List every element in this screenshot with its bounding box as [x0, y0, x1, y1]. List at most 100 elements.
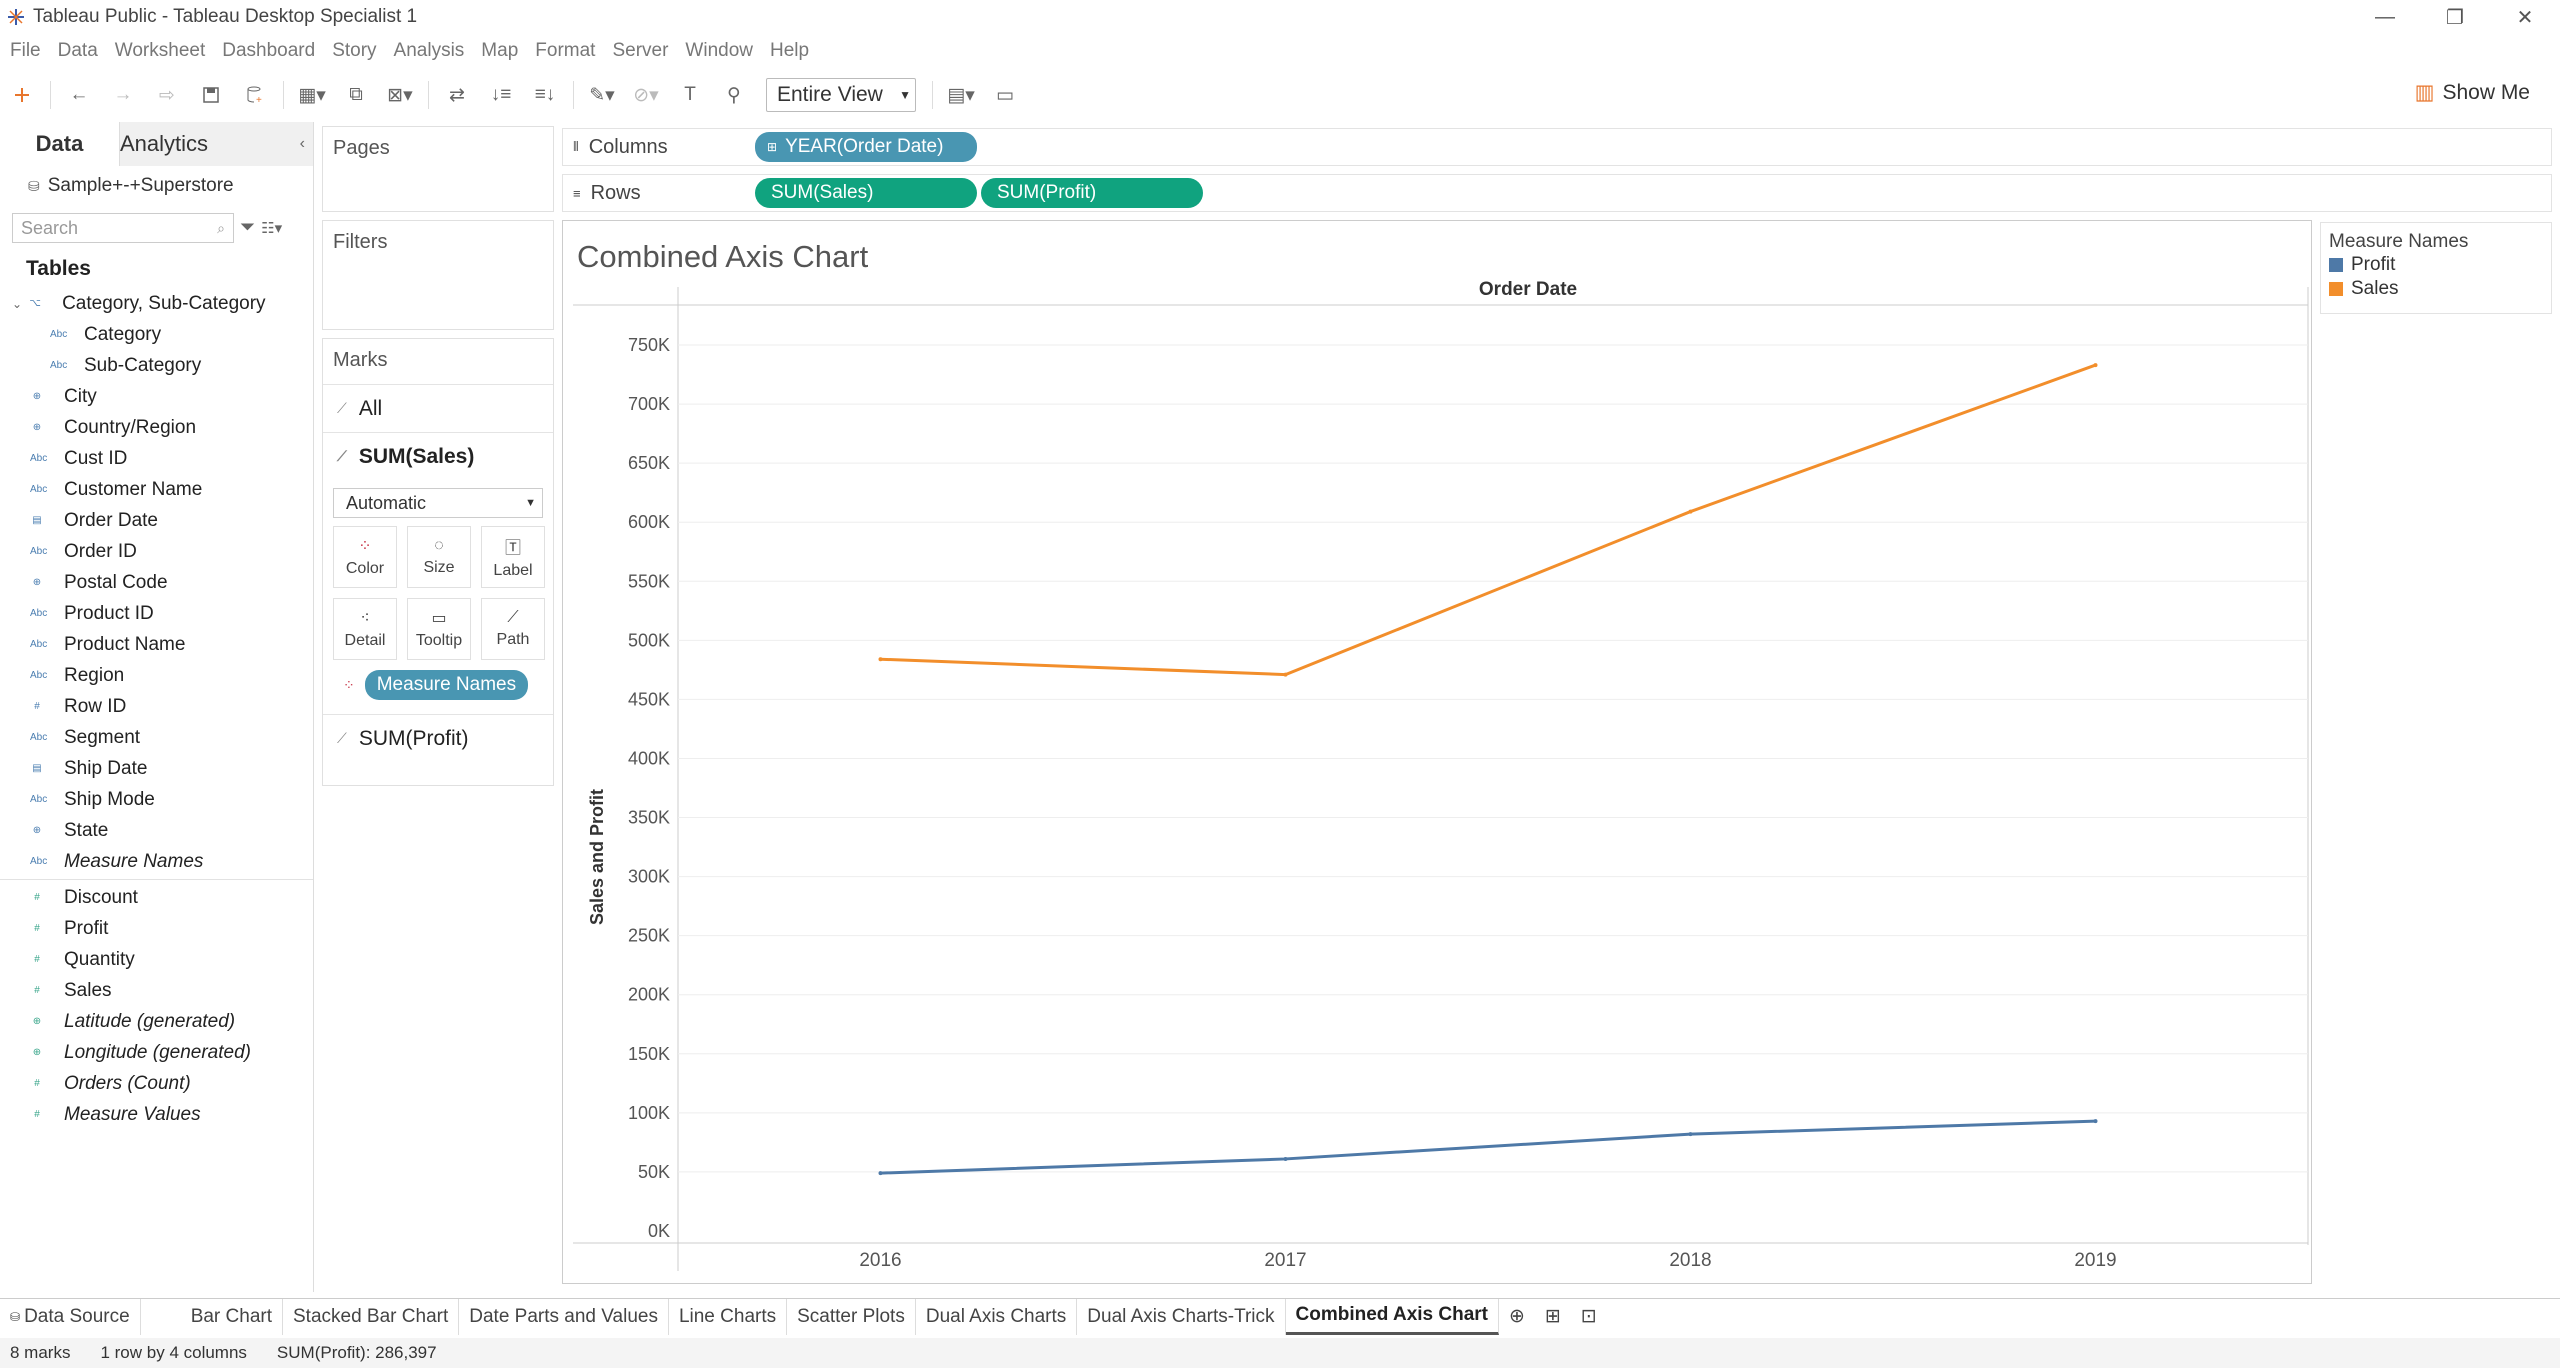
labels-icon[interactable]: T [684, 84, 696, 105]
presentation-mode-icon[interactable]: ▭ [996, 84, 1014, 106]
tab-sheet[interactable]: Stacked Bar Chart [283, 1298, 460, 1335]
undo-icon[interactable]: ← [69, 84, 89, 105]
field-item[interactable]: # Measure Values [0, 1099, 313, 1130]
new-worksheet-icon[interactable]: ▦▾ [298, 84, 326, 106]
menu-window[interactable]: Window [685, 40, 753, 61]
clear-sheet-icon[interactable]: ⊠▾ [387, 84, 413, 106]
marks-profit-row[interactable]: ⟋ SUM(Profit) [323, 714, 553, 762]
show-cards-icon[interactable]: ▤▾ [947, 84, 975, 106]
chevron-down-icon[interactable]: ⌄ [12, 296, 23, 311]
path-button[interactable]: ⟋ Path [481, 598, 545, 660]
filters-card[interactable]: Filters [322, 220, 554, 330]
detail-button[interactable]: ⁖ Detail [333, 598, 397, 660]
rows-shelf[interactable]: ≡ Rows SUM(Sales) SUM(Profit) [562, 174, 2552, 212]
new-dashboard-tab-icon[interactable]: ⊞ [1544, 1306, 1561, 1327]
menu-story[interactable]: Story [332, 40, 377, 61]
color-button[interactable]: ⁘ Color [333, 526, 397, 588]
add-datasource-icon[interactable]: + [233, 75, 277, 115]
save-icon[interactable] [189, 75, 233, 115]
new-worksheet-tab-icon[interactable]: ⊕ [1509, 1306, 1525, 1327]
field-item[interactable]: ⊕ City [0, 381, 313, 412]
field-item[interactable]: # Sales [0, 975, 313, 1006]
field-item[interactable]: Abc Category [0, 319, 313, 350]
tab-sheet[interactable]: Dual Axis Charts-Trick [1077, 1298, 1286, 1335]
menu-worksheet[interactable]: Worksheet [114, 40, 206, 61]
tableau-home-icon[interactable] [0, 75, 44, 115]
field-item[interactable]: ⊕ Longitude (generated) [0, 1037, 313, 1068]
redo-icon[interactable]: → [113, 84, 133, 105]
duplicate-sheet-icon[interactable]: ⧉ [349, 84, 363, 105]
fit-view-select[interactable]: Entire View ▼ [766, 78, 916, 112]
highlight-icon[interactable]: ✎▾ [589, 84, 615, 106]
menu-format[interactable]: Format [535, 40, 596, 61]
field-item[interactable]: Abc Product ID [0, 598, 313, 629]
search-field[interactable]: Search ⌕ [12, 213, 234, 243]
collapse-pane-icon[interactable]: ‹ [299, 135, 305, 152]
restore-button[interactable]: ❐ [2446, 6, 2464, 29]
pages-card[interactable]: Pages [322, 126, 554, 212]
field-item[interactable]: ⊕ Postal Code [0, 567, 313, 598]
show-me-button[interactable]: ▥ Show Me [2415, 80, 2530, 105]
tab-analytics[interactable]: Analytics ‹ [120, 122, 313, 166]
field-item[interactable]: Abc Region [0, 660, 313, 691]
tab-sheet[interactable]: Date Parts and Values [459, 1298, 669, 1335]
field-item[interactable]: Abc Product Name [0, 629, 313, 660]
field-item[interactable]: Abc Customer Name [0, 474, 313, 505]
tab-data-source[interactable]: ⛁ Data Source [0, 1298, 141, 1335]
group-icon[interactable]: ⊘▾ [633, 84, 659, 106]
sum-sales-pill[interactable]: SUM(Sales) [755, 178, 977, 208]
menu-analysis[interactable]: Analysis [393, 40, 465, 61]
menu-server[interactable]: Server [612, 40, 669, 61]
field-item[interactable]: # Profit [0, 913, 313, 944]
sort-ascending-icon[interactable]: ↓≡ [490, 84, 512, 105]
new-story-tab-icon[interactable]: ⊡ [1580, 1306, 1597, 1327]
menu-map[interactable]: Map [481, 40, 519, 61]
marks-all-row[interactable]: ⟋ All [323, 384, 553, 432]
legend-item-sales[interactable]: Sales [2321, 277, 2551, 301]
swap-rows-columns-icon[interactable]: ⇄ [449, 84, 465, 106]
field-item[interactable]: ⊕ Country/Region [0, 412, 313, 443]
close-button[interactable]: ✕ [2516, 6, 2534, 29]
tab-sheet[interactable]: Bar Chart [181, 1298, 283, 1335]
field-item[interactable]: # Quantity [0, 944, 313, 975]
sort-descending-icon[interactable]: ≡↓ [534, 84, 556, 105]
size-button[interactable]: ◌ Size [407, 526, 471, 588]
datasource-item[interactable]: ⛁ Sample+-+Superstore [0, 166, 313, 206]
field-item[interactable]: Abc Order ID [0, 536, 313, 567]
field-item[interactable]: # Row ID [0, 691, 313, 722]
measure-names-pill[interactable]: Measure Names [364, 670, 529, 700]
tab-data[interactable]: Data [0, 122, 120, 166]
field-item[interactable]: Abc Ship Mode [0, 784, 313, 815]
menu-file[interactable]: File [10, 40, 41, 61]
columns-shelf[interactable]: ⦀ Columns ⊞ YEAR(Order Date) [562, 128, 2552, 166]
replay-icon[interactable]: ⇨ [159, 84, 175, 106]
field-item[interactable]: ⊕ State [0, 815, 313, 846]
legend-item-profit[interactable]: Profit [2321, 253, 2551, 277]
minimize-button[interactable]: — [2375, 5, 2395, 28]
field-item[interactable]: # Discount [0, 882, 313, 913]
menu-help[interactable]: Help [770, 40, 810, 61]
year-order-date-pill[interactable]: ⊞ YEAR(Order Date) [755, 132, 977, 162]
tab-sheet[interactable]: Scatter Plots [787, 1298, 916, 1335]
menu-dashboard[interactable]: Dashboard [222, 40, 316, 61]
filter-icon[interactable]: ⏷ [240, 217, 256, 238]
tab-sheet-active[interactable]: Combined Axis Chart [1285, 1298, 1500, 1335]
field-item[interactable]: Abc Measure Names [0, 846, 313, 877]
field-item[interactable]: Abc Sub-Category [0, 350, 313, 381]
sum-profit-pill[interactable]: SUM(Profit) [981, 178, 1203, 208]
view-options-icon[interactable]: ☷▾ [261, 220, 283, 237]
tab-sheet[interactable]: Line Charts [669, 1298, 788, 1335]
combined-axis-chart[interactable]: Order Date 0K 50K 100K 150K 200K 250K 300K 350K 4… [563, 221, 2313, 1285]
field-item[interactable]: ⊕ Latitude (generated) [0, 1006, 313, 1037]
field-item[interactable]: ▤ Ship Date [0, 753, 313, 784]
field-item[interactable]: # Orders (Count) [0, 1068, 313, 1099]
field-item[interactable]: ⌄ ⌥ Category, Sub-Category [0, 288, 313, 319]
tab-sheet[interactable]: Dual Axis Charts [916, 1298, 1078, 1335]
field-item[interactable]: Abc Segment [0, 722, 313, 753]
mark-type-select[interactable]: Automatic ▼ [333, 488, 543, 518]
label-button[interactable]: 🅃 Label [481, 526, 545, 588]
field-item[interactable]: ▤ Order Date [0, 505, 313, 536]
pin-icon[interactable]: ⚲ [727, 84, 741, 106]
field-item[interactable]: Abc Cust ID [0, 443, 313, 474]
tooltip-button[interactable]: ▭ Tooltip [407, 598, 471, 660]
